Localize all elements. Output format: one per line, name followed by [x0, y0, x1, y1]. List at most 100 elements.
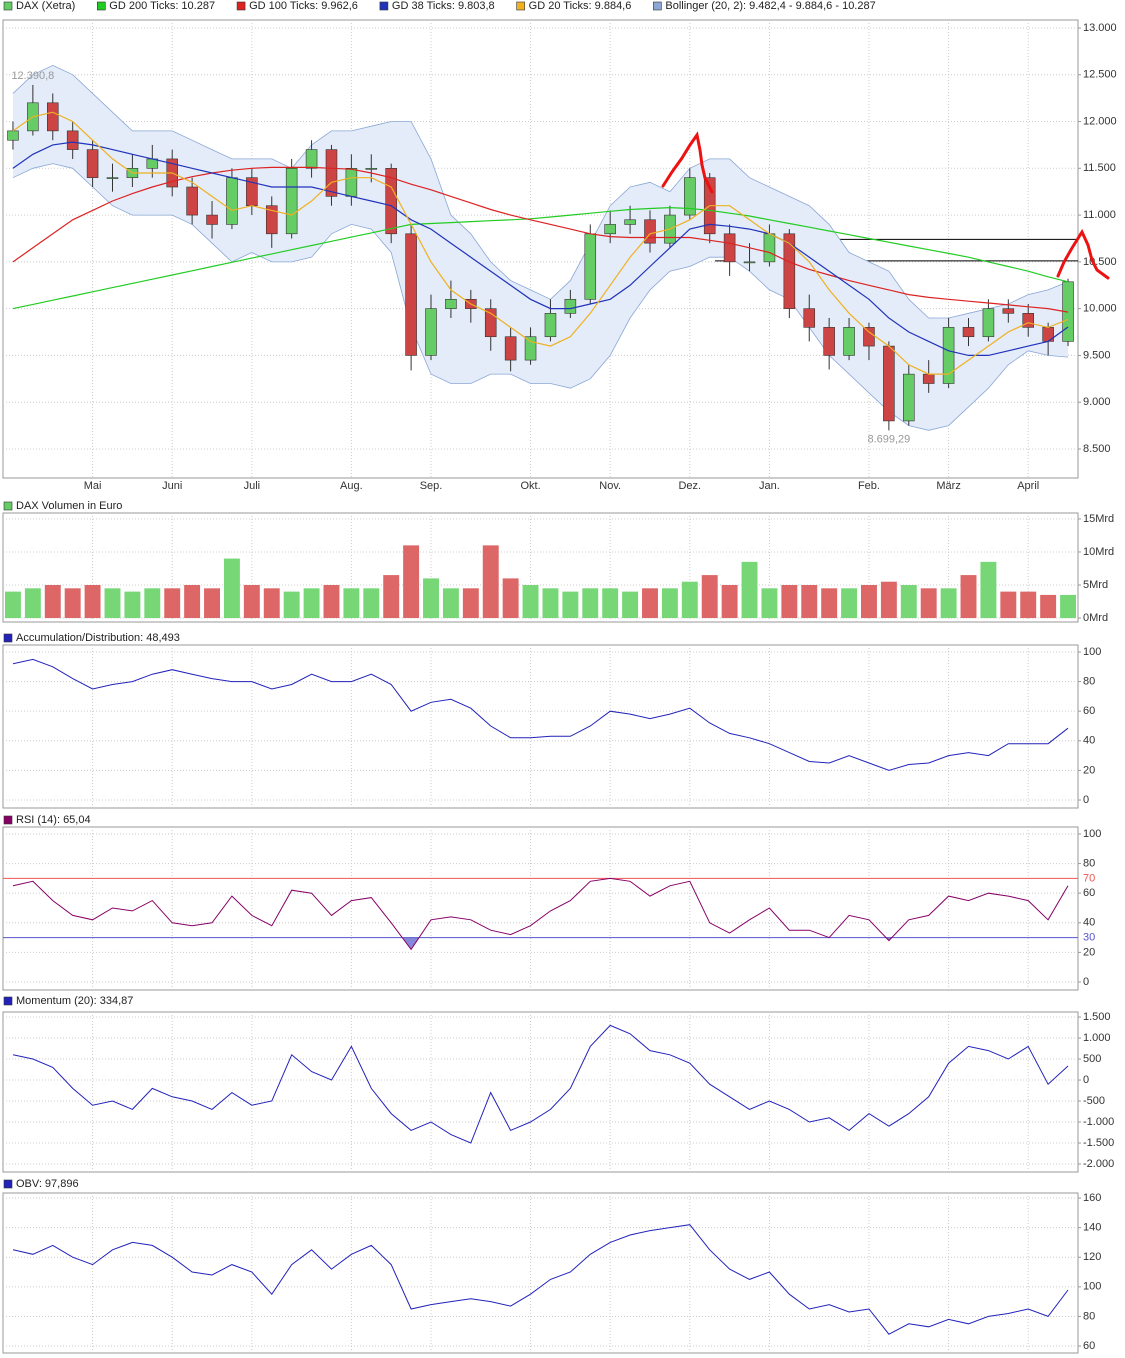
x-tick-label: Jan.: [759, 480, 780, 492]
candle-body: [46, 102, 59, 132]
volume-bar: [184, 585, 201, 619]
y-tick-label: 20: [1083, 764, 1095, 776]
candle-body: [823, 327, 835, 356]
y-tick-label: 0: [1083, 1074, 1089, 1086]
legend-swatch: [3, 996, 13, 1006]
candle-body: [265, 205, 278, 235]
candle-body: [305, 149, 318, 169]
volume-bar: [462, 588, 479, 619]
candle-body: [604, 224, 616, 235]
volume-bar: [1040, 594, 1057, 619]
legend-label: DAX (Xetra): [16, 0, 75, 12]
y-tick-label: 40: [1083, 917, 1095, 929]
candle-body: [226, 177, 238, 225]
volume-bar: [522, 585, 539, 619]
candle-body: [186, 186, 198, 216]
hand-drawn-mark: [1056, 228, 1110, 280]
volume-bar: [582, 588, 599, 619]
volume-bar: [960, 575, 977, 619]
legend-label: RSI (14): 65,04: [16, 814, 91, 826]
legend-swatch: [516, 1, 525, 11]
volume-bar: [44, 585, 61, 619]
x-tick-label: Okt.: [520, 480, 540, 492]
candle-body: [345, 168, 358, 197]
y-tick-label: -500: [1083, 1095, 1105, 1107]
y-tick-label: 20: [1083, 946, 1095, 958]
volume-bar: [383, 575, 400, 619]
volume-bar: [741, 561, 758, 619]
volume-bar: [482, 545, 499, 619]
candle-body: [982, 308, 995, 338]
y-tick-label: 10.000: [1083, 303, 1117, 315]
volume-bar: [1060, 594, 1077, 619]
candle-body: [743, 261, 756, 264]
volume-bar: [721, 585, 738, 619]
x-tick-label: Juli: [244, 480, 261, 492]
plot-frame: [2, 826, 1079, 991]
legend-swatch: [236, 1, 246, 11]
candle-body: [66, 130, 79, 150]
plot-frame: [2, 1192, 1079, 1354]
y-tick-label: 80: [1083, 1310, 1095, 1322]
candle-body: [544, 313, 557, 338]
volume-bar: [243, 585, 260, 619]
volume-bar: [562, 591, 579, 619]
volume-bar: [164, 588, 181, 619]
y-tick-label: 100: [1083, 828, 1101, 840]
volume-bar: [204, 588, 220, 619]
volume-bar: [363, 588, 380, 619]
y-tick-label: 100: [1083, 1281, 1101, 1293]
volume-bar: [263, 588, 280, 619]
candle-body: [1002, 308, 1015, 314]
volume-bar: [144, 588, 161, 619]
volume-bar: [24, 588, 41, 619]
candle-body: [325, 149, 338, 197]
candle-body: [883, 345, 895, 422]
volume-bar: [980, 561, 997, 619]
legend-label: Momentum (20): 334,87: [16, 995, 133, 1007]
candle-body: [86, 149, 99, 178]
legend-label: GD 200 Ticks: 10.287: [109, 0, 215, 12]
legend-swatch: [3, 501, 13, 511]
legend-label: DAX Volumen in Euro: [16, 500, 122, 512]
plot-frame: [2, 644, 1079, 809]
panel: 8.500 9.000 9.500 10.000 10.500 11.000 11.500 1…: [2, 0, 1117, 492]
moving-average: [12, 111, 1069, 375]
legend-label: GD 100 Ticks: 9.962,6: [249, 0, 358, 12]
volume-bar: [821, 588, 838, 619]
volume-bar: [542, 588, 559, 619]
y-tick-label: 8.500: [1083, 443, 1111, 455]
x-tick-label: Sep.: [420, 480, 443, 492]
volume-bar: [283, 591, 300, 619]
y-tick-label: -1.000: [1083, 1116, 1114, 1128]
candle-body: [564, 298, 577, 314]
volume-bar: [1000, 591, 1017, 619]
legend-swatch: [3, 633, 13, 643]
y-tick-label: 13.000: [1083, 22, 1117, 34]
volume-bar: [4, 591, 21, 619]
candle-body: [922, 373, 935, 384]
candle-body: [783, 233, 796, 309]
volume-bar: [861, 585, 877, 619]
x-tick-label: Juni: [162, 480, 182, 492]
y-tick-label: 11.000: [1083, 209, 1116, 221]
panel: 60 80 100 120 140 160 OBV: 97,896: [2, 1178, 1101, 1354]
volume-bar: [841, 588, 858, 619]
candle-body: [1022, 313, 1035, 328]
volume-bar: [622, 591, 639, 619]
candle-body: [723, 233, 736, 263]
candle-body: [843, 327, 855, 356]
panel: -2.000 -1.500 -1.000 -500 0 500 1.000 1.500 Mome…: [2, 995, 1114, 1173]
candle-body: [624, 219, 636, 225]
volume-bar: [343, 588, 360, 619]
annotation: 12.390,8: [11, 70, 54, 82]
band-area: [13, 65, 1068, 431]
y-tick-label: 11.500: [1083, 162, 1116, 174]
hand-drawn-mark: [661, 131, 714, 194]
volume-bar: [761, 588, 778, 619]
legend-label: Bollinger (20, 2): 9.482,4 - 9.884,6 - 1…: [665, 0, 875, 12]
candle-body: [962, 327, 975, 338]
volume-bar: [701, 575, 718, 619]
y-tick-label: 15Mrd: [1083, 513, 1114, 525]
panel: 0 20 40 60 80 100 RSI (14): 65,04 70 30: [2, 814, 1101, 991]
